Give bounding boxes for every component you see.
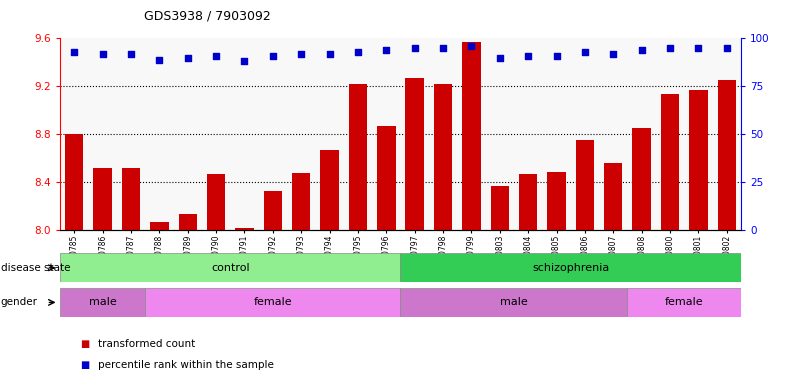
Bar [235,228,254,230]
Point [663,45,676,51]
Bar [94,168,112,230]
Bar [576,141,594,230]
Text: schizophrenia: schizophrenia [532,263,610,273]
FancyBboxPatch shape [145,288,400,317]
Text: percentile rank within the sample: percentile rank within the sample [98,360,274,370]
Point [323,51,336,57]
FancyBboxPatch shape [400,253,741,282]
Bar [490,186,509,230]
FancyBboxPatch shape [627,288,741,317]
Bar [689,90,707,230]
Text: gender: gender [1,297,38,308]
Bar [462,42,481,230]
Bar [179,214,197,230]
Text: female: female [665,297,703,308]
Point [521,53,534,59]
Text: control: control [211,263,250,273]
Bar [320,150,339,230]
Bar [633,128,651,230]
Text: male: male [500,297,528,308]
Text: ■: ■ [80,339,90,349]
Bar [718,80,736,230]
Point [96,51,109,57]
Point [352,49,364,55]
Text: male: male [89,297,116,308]
Point [465,43,478,49]
Point [692,45,705,51]
Bar [434,84,453,230]
Bar [661,94,679,230]
Point [181,55,194,61]
Point [210,53,223,59]
Point [493,55,506,61]
Point [578,49,591,55]
Point [238,58,251,65]
Bar [547,172,566,230]
Bar [377,126,396,230]
FancyBboxPatch shape [400,288,627,317]
Point [550,53,563,59]
Point [295,51,308,57]
Point [125,51,138,57]
Bar [122,168,140,230]
Point [68,49,81,55]
Point [380,47,392,53]
Bar [292,173,311,230]
Bar [348,84,367,230]
Point [153,56,166,63]
Bar [604,163,622,230]
Text: GDS3938 / 7903092: GDS3938 / 7903092 [144,10,271,23]
Bar [519,174,537,230]
FancyBboxPatch shape [60,288,145,317]
Bar [207,174,225,230]
Text: transformed count: transformed count [98,339,195,349]
Bar [405,78,424,230]
Point [635,47,648,53]
Point [267,53,280,59]
Point [409,45,421,51]
Text: ■: ■ [80,360,90,370]
Bar [65,134,83,230]
Point [437,45,449,51]
FancyBboxPatch shape [60,253,400,282]
Bar [150,222,168,230]
Text: disease state: disease state [1,263,70,273]
Bar [264,191,282,230]
Point [720,45,733,51]
Text: female: female [254,297,292,308]
Point [607,51,620,57]
